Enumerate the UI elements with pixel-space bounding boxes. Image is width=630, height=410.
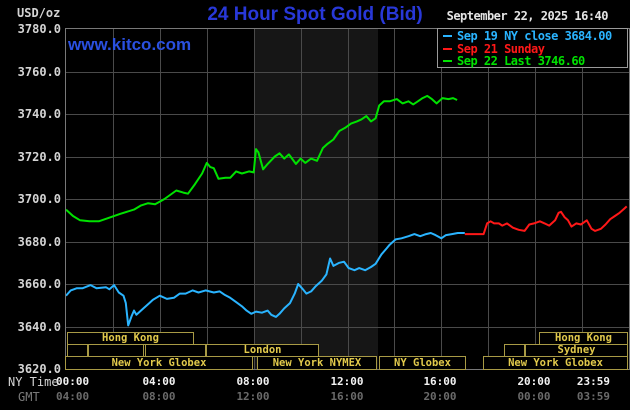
gridline-horizontal bbox=[66, 326, 629, 328]
y-axis-tick: 3760.0 bbox=[17, 65, 61, 79]
x-axis-tick-gmt: 20:00 bbox=[423, 390, 457, 403]
gmt-axis-label: GMT bbox=[18, 390, 40, 404]
legend-dash-icon bbox=[443, 35, 452, 38]
gridline-horizontal bbox=[66, 71, 629, 73]
session-box-new-york-globex: New York Globex bbox=[483, 356, 628, 370]
y-axis-tick: 3640.0 bbox=[17, 320, 61, 334]
legend-label: Sep 19 NY close 3684.00 bbox=[457, 29, 612, 44]
y-axis-tick: 3780.0 bbox=[17, 22, 61, 36]
gridline-horizontal bbox=[66, 114, 629, 115]
legend-dash-icon bbox=[443, 47, 452, 50]
gridline-horizontal bbox=[66, 241, 629, 243]
x-axis-tick-ny: 04:00 bbox=[142, 375, 176, 388]
x-axis-tick-gmt: 03:59 bbox=[576, 390, 610, 403]
x-axis-tick-ny: 16:00 bbox=[423, 375, 457, 388]
legend-box: Sep 19 NY close 3684.00 Sep 21 Sunday Sep … bbox=[437, 28, 628, 68]
x-axis-tick-ny: 20:00 bbox=[517, 375, 551, 388]
y-axis-tick: 3700.0 bbox=[17, 192, 61, 206]
x-axis-tick-ny: 23:59 bbox=[576, 375, 610, 388]
session-box-new-york-nymex: New York NYMEX bbox=[257, 356, 377, 370]
datetime-label: September 22, 2025 16:40 bbox=[446, 9, 609, 23]
legend-label: Sep 21 Sunday bbox=[457, 41, 545, 56]
legend-item: Sep 19 NY close 3684.00 bbox=[443, 29, 627, 44]
x-axis-tick-ny: 12:00 bbox=[330, 375, 364, 388]
plot-area bbox=[65, 28, 630, 370]
series-line-2 bbox=[66, 94, 458, 223]
legend-item: Sep 21 Sunday bbox=[443, 41, 627, 56]
gridline-horizontal bbox=[66, 284, 629, 285]
session-box-new-york-globex: New York Globex bbox=[65, 356, 253, 370]
page-title: 24 Hour Spot Gold (Bid) bbox=[207, 4, 423, 25]
y-axis-tick: 3740.0 bbox=[17, 107, 61, 121]
legend-label: Sep 22 Last 3746.60 bbox=[457, 54, 585, 69]
legend-dash-icon bbox=[443, 60, 452, 63]
series-line-1 bbox=[464, 205, 628, 236]
x-axis-tick-ny: 08:00 bbox=[236, 375, 270, 388]
ny-time-axis-label: NY Time bbox=[8, 375, 59, 389]
y-axis-tick: 3680.0 bbox=[17, 235, 61, 249]
x-axis-tick-gmt: 16:00 bbox=[330, 390, 364, 403]
gridline-horizontal bbox=[66, 199, 629, 200]
kitco-watermark-link[interactable]: www.kitco.com bbox=[68, 35, 192, 54]
x-axis-tick-gmt: 00:00 bbox=[517, 390, 551, 403]
y-axis-tick: 3660.0 bbox=[17, 277, 61, 291]
x-axis-tick-gmt: 04:00 bbox=[56, 390, 90, 403]
x-axis-tick-gmt: 12:00 bbox=[236, 390, 270, 403]
y-axis-tick: 3720.0 bbox=[17, 150, 61, 164]
session-box-ny-globex: NY Globex bbox=[379, 356, 466, 370]
x-axis-tick-gmt: 08:00 bbox=[142, 390, 176, 403]
price-lines bbox=[66, 94, 628, 327]
y-axis-tick: 3620.0 bbox=[17, 362, 61, 376]
gridline-horizontal bbox=[66, 156, 629, 158]
x-axis-tick-ny: 00:00 bbox=[56, 375, 90, 388]
series-line-0 bbox=[66, 232, 465, 327]
unit-label: USD/oz bbox=[17, 6, 61, 20]
legend-item: Sep 22 Last 3746.60 bbox=[443, 54, 627, 69]
